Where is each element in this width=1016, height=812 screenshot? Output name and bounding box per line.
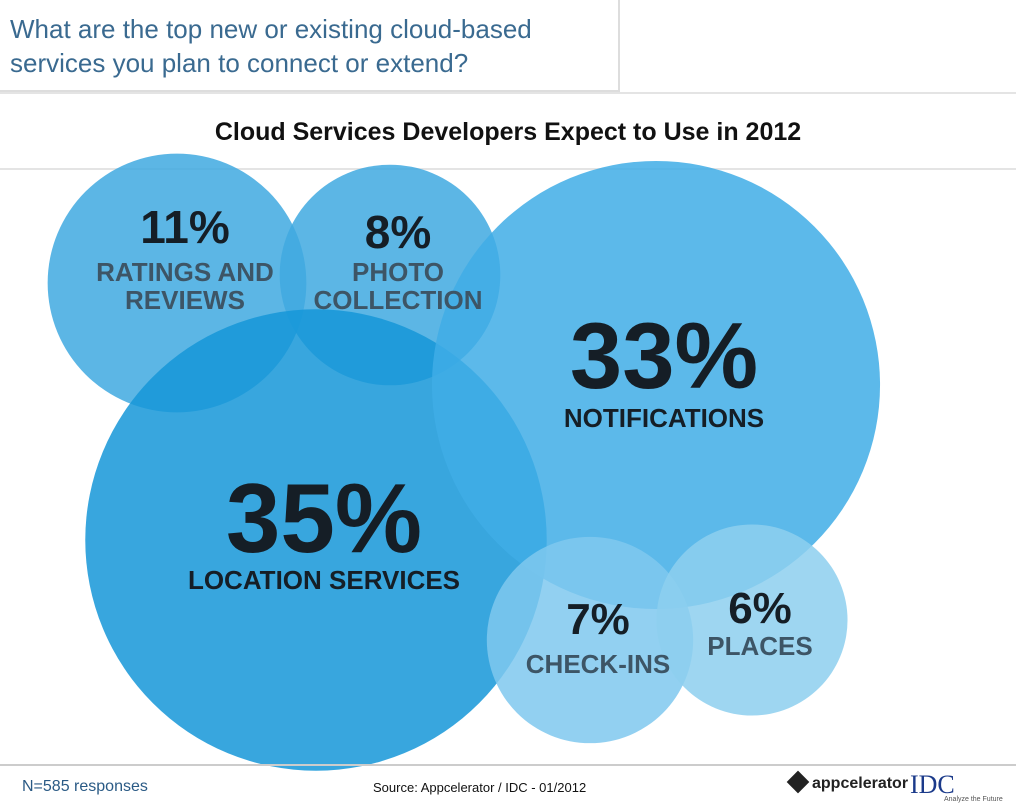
bubble: [656, 524, 848, 716]
value-label: 11%: [140, 201, 230, 253]
bubble: [431, 160, 881, 610]
value-label: 35%: [225, 463, 423, 573]
chart-title: Cloud Services Developers Expect to Use …: [214, 118, 802, 146]
divider: [0, 764, 1016, 766]
idc-logo: IDC Analyze the Future: [910, 770, 1003, 803]
category-label: NOTIFICATIONS: [563, 403, 765, 433]
category-label: LOCATION SERVICES: [187, 565, 461, 595]
category-label: CHECK-INS: [525, 649, 671, 679]
source: Source: Appcelerator / IDC - 01/2012: [373, 780, 587, 795]
question: What are the top new or existing cloud-b…: [10, 14, 532, 78]
logo-text: appcelerator: [812, 775, 909, 792]
divider: [0, 168, 1016, 170]
question-box: [0, 0, 620, 92]
bubble: [85, 309, 547, 771]
category-label: RATINGS AND REVIEWS: [96, 257, 274, 316]
category-label: PHOTO COLLECTION: [313, 257, 483, 316]
divider: [0, 92, 1016, 94]
bubble: [486, 536, 694, 744]
sample-note: N=585 responses: [22, 778, 148, 795]
value-label: 33%: [569, 303, 759, 408]
value-label: 6%: [728, 584, 792, 633]
logo-text: IDC: [910, 770, 955, 799]
category-label: PLACES: [707, 631, 813, 661]
logo-tagline: Analyze the Future: [944, 796, 1003, 803]
appcelerator-logo: appcelerator: [786, 770, 909, 794]
value-label: 7%: [566, 595, 630, 644]
value-label: 8%: [364, 206, 432, 258]
